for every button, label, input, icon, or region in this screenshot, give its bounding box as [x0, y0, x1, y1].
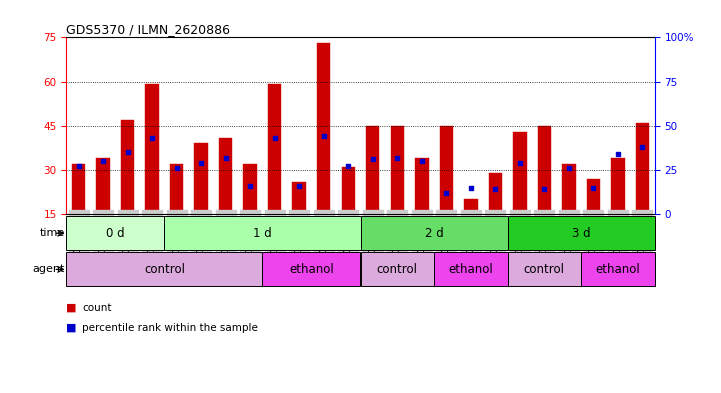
Point: [244, 183, 256, 189]
Text: control: control: [524, 263, 565, 276]
Point: [293, 183, 305, 189]
Text: ethanol: ethanol: [596, 263, 640, 276]
Bar: [513, 132, 526, 214]
Bar: [636, 123, 649, 214]
Bar: [508, 252, 581, 286]
Text: control: control: [377, 263, 417, 276]
Bar: [97, 158, 110, 214]
Point: [539, 186, 550, 193]
Bar: [538, 126, 551, 214]
Bar: [587, 179, 600, 214]
Point: [563, 165, 575, 171]
Bar: [219, 138, 232, 214]
Point: [73, 163, 84, 170]
Text: ■: ■: [66, 303, 77, 313]
Bar: [293, 182, 306, 214]
Bar: [489, 173, 502, 214]
Point: [269, 135, 280, 141]
Bar: [121, 120, 134, 214]
Bar: [581, 252, 655, 286]
Bar: [268, 84, 281, 214]
Text: time: time: [40, 228, 65, 238]
Bar: [66, 216, 164, 250]
Text: percentile rank within the sample: percentile rank within the sample: [82, 323, 258, 333]
Bar: [508, 216, 655, 250]
Point: [514, 160, 526, 166]
Bar: [342, 167, 355, 214]
Text: control: control: [144, 263, 185, 276]
Bar: [195, 143, 208, 214]
Bar: [244, 164, 257, 214]
Point: [318, 133, 329, 140]
Bar: [360, 252, 434, 286]
Point: [195, 160, 207, 166]
Bar: [366, 126, 379, 214]
Point: [171, 165, 182, 171]
Bar: [170, 164, 183, 214]
Point: [465, 184, 477, 191]
Bar: [562, 164, 575, 214]
Text: 1 d: 1 d: [253, 227, 272, 240]
Bar: [164, 216, 360, 250]
Text: ■: ■: [66, 323, 77, 333]
Text: 2 d: 2 d: [425, 227, 443, 240]
Point: [441, 190, 452, 196]
Point: [97, 158, 109, 164]
Point: [220, 154, 231, 161]
Bar: [360, 216, 508, 250]
Point: [367, 156, 379, 162]
Bar: [440, 126, 453, 214]
Bar: [415, 158, 428, 214]
Point: [588, 184, 599, 191]
Bar: [72, 164, 85, 214]
Text: 3 d: 3 d: [572, 227, 590, 240]
Text: count: count: [82, 303, 112, 313]
Point: [490, 186, 501, 193]
Bar: [146, 84, 159, 214]
Bar: [434, 252, 508, 286]
Text: agent: agent: [32, 264, 65, 274]
Text: GDS5370 / ILMN_2620886: GDS5370 / ILMN_2620886: [66, 23, 230, 36]
Point: [392, 154, 403, 161]
Point: [342, 163, 354, 170]
Bar: [66, 252, 262, 286]
Text: ethanol: ethanol: [448, 263, 493, 276]
Bar: [317, 43, 330, 214]
Point: [416, 158, 428, 164]
Point: [122, 149, 133, 155]
Point: [146, 135, 158, 141]
Bar: [464, 199, 477, 214]
Bar: [611, 158, 624, 214]
Bar: [262, 252, 360, 286]
Text: ethanol: ethanol: [289, 263, 334, 276]
Point: [612, 151, 624, 157]
Bar: [391, 126, 404, 214]
Point: [637, 144, 648, 150]
Text: 0 d: 0 d: [106, 227, 125, 240]
